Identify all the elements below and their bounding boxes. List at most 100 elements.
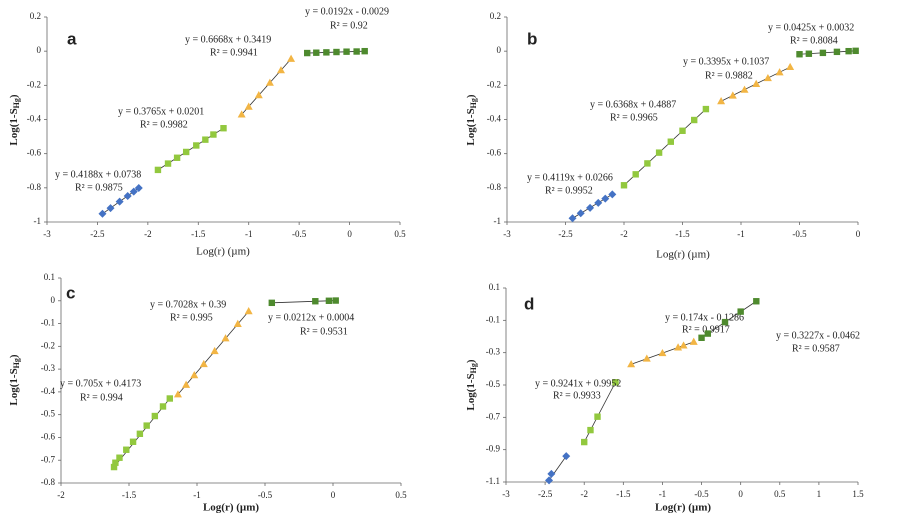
y-axis-label: Log(1-SHg): [465, 359, 478, 411]
y-tick-label: -0.6: [41, 432, 56, 442]
point: [753, 298, 760, 305]
y-tick-label: -0.1: [486, 314, 500, 324]
x-tick-label: -1.5: [122, 490, 137, 500]
panel-label: c: [66, 283, 75, 302]
x-axis-label: Log(r) (µm): [656, 249, 710, 261]
x-tick-label: 1: [817, 489, 822, 499]
x-tick-label: -1: [245, 229, 253, 239]
x-tick-label: -2: [144, 229, 152, 239]
point: [129, 187, 138, 196]
point: [691, 116, 698, 124]
point: [833, 48, 841, 56]
point: [123, 192, 132, 201]
point: [276, 66, 285, 74]
point: [740, 85, 749, 93]
x-tick-label: -3: [43, 229, 51, 239]
point: [220, 125, 227, 132]
point: [182, 380, 191, 388]
y-tick-label: -0.6: [487, 148, 502, 158]
y-tick-label: -1: [494, 216, 502, 226]
point: [786, 62, 795, 71]
point: [642, 354, 651, 362]
point: [287, 54, 296, 62]
trend-equation: y = 0.3765x + 0.0201: [118, 106, 204, 117]
panel-label: a: [67, 29, 77, 48]
y-tick-label: -0.6: [27, 148, 42, 158]
point: [698, 334, 705, 341]
trend-equation: y = 0.0192x - 0.0029: [305, 6, 389, 17]
point: [581, 438, 588, 446]
y-label-tail: ): [465, 94, 477, 98]
point: [312, 298, 319, 305]
point: [154, 166, 162, 174]
chart-panel: -1 -0.8 -0.6 -0.4 -0.2 0 0.2 -3 -2.5 -2 -1.5 -1 -0.5…: [465, 11, 861, 260]
point: [182, 148, 190, 156]
point: [704, 330, 712, 337]
y-tick-label: -0.5: [41, 409, 56, 419]
chart-panel: -0.8 -0.7 -0.6 -0.5 -0.4 -0.3 -0.2 -0.1 0 0.1 -2 -1…: [8, 272, 408, 513]
trend-r-squared: R² = 0.995: [170, 312, 213, 323]
point: [620, 182, 628, 189]
x-tick-label: -1.5: [191, 229, 206, 239]
trend-r-squared: R² = 0.9933: [553, 390, 601, 401]
point: [244, 102, 253, 110]
y-tick-label: 0.1: [44, 272, 55, 282]
point: [775, 68, 784, 76]
point: [116, 454, 123, 461]
y-tick-label: -1.1: [486, 476, 500, 486]
point: [151, 412, 159, 420]
point: [601, 194, 610, 203]
point: [612, 379, 619, 386]
x-tick-label: -2.5: [538, 489, 553, 499]
y-label-main: Log(1-S: [465, 373, 477, 410]
point: [173, 154, 181, 161]
point: [143, 422, 150, 429]
y-tick-label: -0.2: [27, 79, 41, 89]
x-tick-label: -2: [580, 489, 588, 499]
y-tick-label: -0.4: [487, 114, 502, 124]
y-axis-label: Log(1-SHg): [465, 94, 478, 146]
y-tick-label: -1: [34, 216, 42, 226]
x-tick-label: 0: [347, 229, 352, 239]
trend-r-squared: R² = 0.9875: [75, 182, 123, 193]
point: [702, 105, 710, 113]
point: [332, 297, 339, 304]
point: [199, 359, 208, 368]
y-tick-label: -0.8: [27, 182, 42, 192]
point: [115, 197, 124, 206]
point: [594, 413, 601, 420]
x-tick-label: -0.5: [694, 489, 709, 499]
trend-equation: y = 0.3227x - 0.0462: [776, 330, 860, 341]
y-tick-label: 0: [497, 45, 502, 55]
x-tick-label: -0.5: [292, 229, 307, 239]
x-axis-label: Log(r) (µm): [203, 502, 259, 514]
y-tick-label: -0.1: [41, 318, 55, 328]
point: [237, 110, 246, 118]
y-tick-label: -0.5: [486, 379, 501, 389]
trend-equation: y = 0.4119x + 0.0266: [527, 172, 613, 183]
y-label-main: Log(1-S: [8, 368, 20, 405]
point: [819, 49, 827, 57]
y-tick-label: 0: [37, 45, 42, 55]
y-label-tail: ): [465, 359, 477, 363]
point: [689, 337, 698, 345]
point: [658, 348, 667, 357]
point: [98, 209, 107, 218]
x-tick-label: -3: [503, 229, 511, 239]
x-tick-label: 0: [331, 490, 336, 500]
point: [193, 142, 200, 149]
point: [796, 51, 803, 58]
y-tick-label: -0.8: [487, 182, 502, 192]
point: [110, 463, 118, 471]
y-label-tail: ): [8, 94, 20, 98]
x-axis-label: Log(r) (µm): [655, 502, 711, 514]
trend-equation: y = 0.6368x + 0.4887: [590, 99, 676, 110]
point: [112, 459, 119, 466]
y-label-tail: ): [8, 354, 20, 358]
y-tick-label: 0.2: [30, 11, 41, 21]
y-tick-label: -0.7: [41, 454, 56, 464]
point: [325, 297, 333, 304]
point: [752, 79, 761, 87]
trend-r-squared: R² = 0.9982: [140, 119, 188, 130]
x-tick-label: -1: [193, 490, 201, 500]
